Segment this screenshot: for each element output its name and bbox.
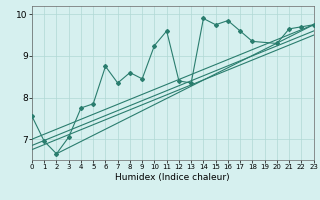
X-axis label: Humidex (Indice chaleur): Humidex (Indice chaleur) bbox=[116, 173, 230, 182]
